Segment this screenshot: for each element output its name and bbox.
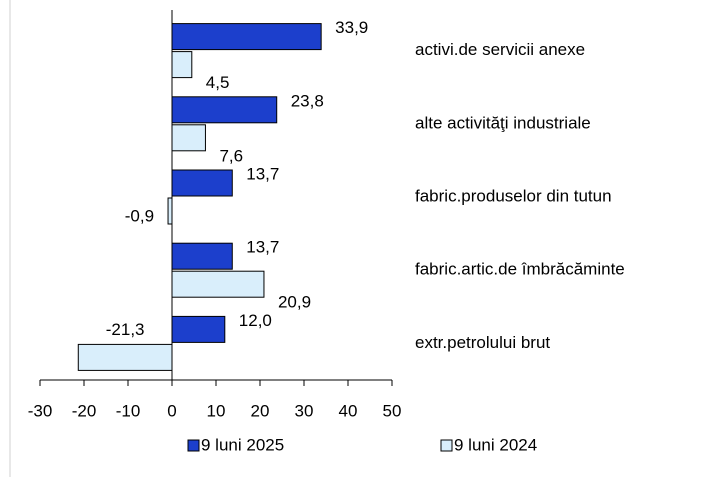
bar xyxy=(171,242,233,270)
category-label: alte activităţi industriale xyxy=(415,113,591,132)
category-label: fabric.artic.de îmbrăcăminte xyxy=(415,260,625,279)
data-label: 33,9 xyxy=(335,18,368,37)
data-label: 13,7 xyxy=(246,238,279,257)
data-label: -0,9 xyxy=(125,206,154,225)
x-tick-label: -20 xyxy=(72,401,97,420)
data-label: -21,3 xyxy=(106,320,145,339)
bar xyxy=(171,51,193,79)
data-label: 12,0 xyxy=(239,311,272,330)
bar xyxy=(171,315,226,343)
category-label: fabric.produselor din tutun xyxy=(415,186,612,205)
data-label: 20,9 xyxy=(278,293,311,312)
bar xyxy=(77,343,173,371)
x-tick-label: 40 xyxy=(339,401,358,420)
bar xyxy=(167,197,173,225)
x-tick-label: 30 xyxy=(295,401,314,420)
bar xyxy=(171,96,278,124)
category-label: extr.petrolului brut xyxy=(415,333,550,352)
data-label: 13,7 xyxy=(246,164,279,183)
x-tick-label: -30 xyxy=(28,401,53,420)
legend-label: 9 luni 2024 xyxy=(454,435,537,454)
x-tick-label: -10 xyxy=(116,401,141,420)
x-tick-label: 10 xyxy=(207,401,226,420)
bar xyxy=(171,169,233,197)
legend-label: 9 luni 2025 xyxy=(201,435,284,454)
data-label: 23,8 xyxy=(291,91,324,110)
bar xyxy=(171,23,322,51)
legend-swatch xyxy=(440,439,453,452)
data-label: 4,5 xyxy=(206,73,230,92)
x-tick-label: 0 xyxy=(167,401,176,420)
bar xyxy=(171,270,265,298)
x-tick-label: 50 xyxy=(383,401,402,420)
x-tick-label: 20 xyxy=(251,401,270,420)
category-label: activi.de servicii anexe xyxy=(415,40,585,59)
data-label: 7,6 xyxy=(219,146,243,165)
legend-swatch xyxy=(187,439,200,452)
bar xyxy=(171,124,206,152)
